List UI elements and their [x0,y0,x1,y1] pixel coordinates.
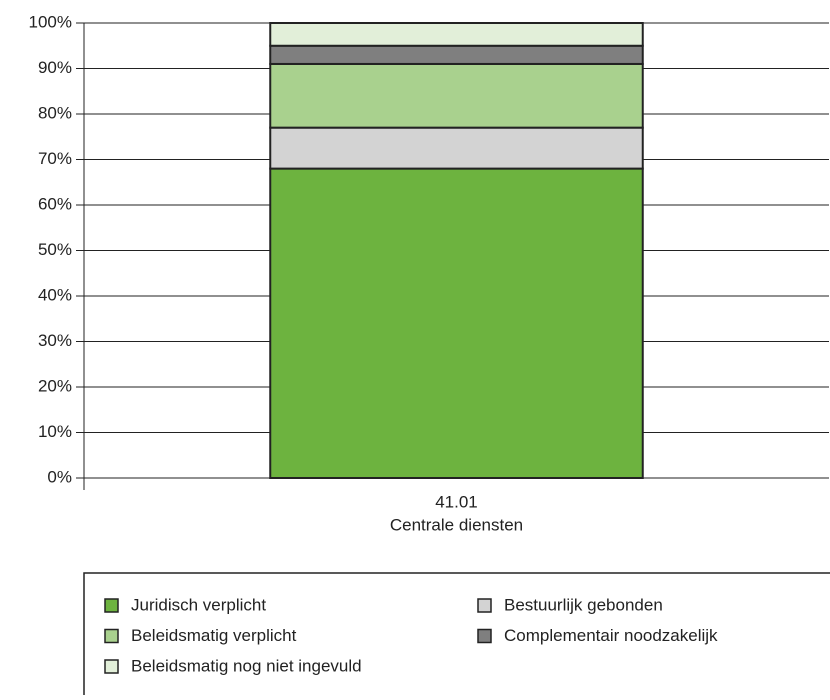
y-tick-label: 50% [38,240,72,259]
y-tick-label: 80% [38,103,72,122]
y-tick-label: 10% [38,422,72,441]
y-tick-label: 70% [38,149,72,168]
x-tick-label: 41.01 [435,492,478,511]
y-tick-label: 0% [47,467,72,486]
legend-label: Beleidsmatig nog niet ingevuld [131,656,362,675]
bar-segment [269,167,644,479]
legend-swatch [104,659,119,674]
legend-box [83,572,830,700]
y-tick-label: 30% [38,331,72,350]
bar-segment [269,44,644,65]
legend-swatch [104,598,119,613]
y-tick-label: 100% [29,12,72,31]
y-tick-label: 40% [38,285,72,304]
legend-label: Bestuurlijk gebonden [504,595,663,614]
legend-swatch [477,598,492,613]
y-tick-label: 90% [38,58,72,77]
bar-segment [269,22,644,47]
legend-label: Beleidsmatig verplicht [131,626,297,645]
legend-swatch [477,628,492,644]
y-tick-label: 60% [38,194,72,213]
y-tick-label: 20% [38,376,72,395]
legend-label: Juridisch verplicht [131,595,266,614]
bar-segment [269,62,644,129]
x-tick-label: Centrale diensten [390,515,523,534]
legend-label: Complementair noodzakelijk [504,626,718,645]
legend-swatch [104,628,119,644]
bar-segment [269,126,644,170]
